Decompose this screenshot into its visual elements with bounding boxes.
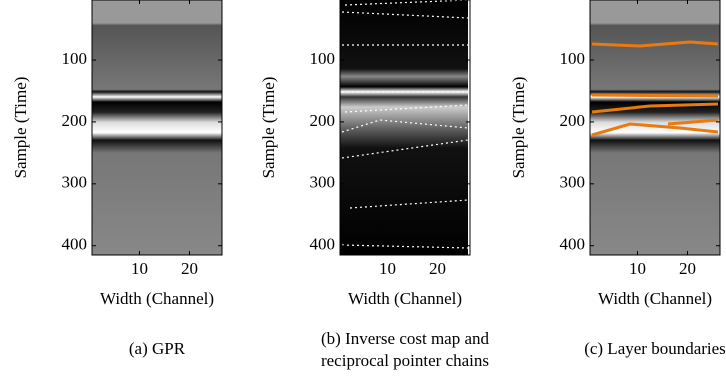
panel-c-image (590, 0, 720, 255)
y-tick-label: 300 (62, 173, 88, 192)
y-tick-label: 400 (560, 235, 586, 254)
y-tick-label: 400 (62, 235, 88, 254)
y-tick-label: 100 (310, 49, 336, 68)
y-tick-label: 200 (62, 111, 88, 130)
y-tick-label: 100 (62, 49, 88, 68)
y-tick-label: 400 (310, 235, 336, 254)
y-axis-label: Sample (Time) (11, 77, 30, 179)
x-tick-label: 20 (181, 259, 198, 278)
caption: reciprocal pointer chains (321, 351, 489, 370)
caption: (b) Inverse cost map and (321, 329, 490, 348)
x-tick-label: 20 (429, 259, 446, 278)
x-tick-label: 10 (131, 259, 148, 278)
panel-a-image (92, 0, 222, 255)
y-tick-label: 300 (560, 173, 586, 192)
caption: (a) GPR (129, 339, 186, 358)
x-axis-label: Width (Channel) (348, 289, 462, 308)
y-axis-label: Sample (Time) (259, 77, 278, 179)
x-tick-label: 10 (379, 259, 396, 278)
y-tick-label: 200 (560, 111, 586, 130)
x-tick-label: 20 (679, 259, 696, 278)
axes-frame (91, 0, 223, 256)
x-tick-label: 10 (629, 259, 646, 278)
axes-frame (589, 0, 721, 256)
y-axis-label: Sample (Time) (509, 77, 528, 179)
axes-frame (339, 0, 471, 256)
y-tick-label: 200 (310, 111, 336, 130)
x-axis-label: Width (Channel) (100, 289, 214, 308)
y-tick-label: 300 (310, 173, 336, 192)
caption: (c) Layer boundaries (584, 339, 726, 358)
x-axis-label: Width (Channel) (598, 289, 712, 308)
y-tick-label: 100 (560, 49, 586, 68)
panel-b-image (340, 0, 469, 255)
